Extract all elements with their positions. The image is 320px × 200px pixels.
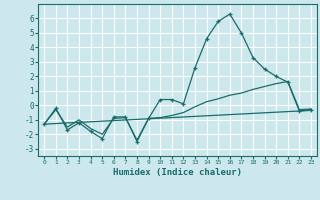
X-axis label: Humidex (Indice chaleur): Humidex (Indice chaleur) bbox=[113, 168, 242, 177]
